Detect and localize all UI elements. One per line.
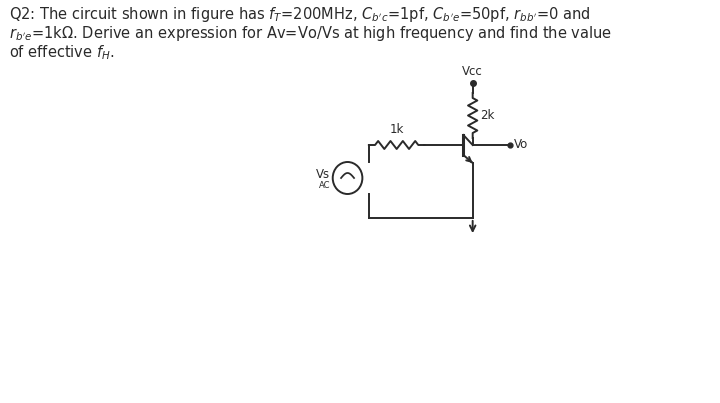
Text: 2k: 2k: [480, 109, 495, 122]
Text: of effective $f_H$.: of effective $f_H$.: [9, 43, 115, 62]
Text: Vcc: Vcc: [462, 65, 483, 78]
Text: Vo: Vo: [514, 139, 528, 152]
Text: Vs: Vs: [316, 168, 330, 181]
Text: $r_{b'e}$=1k$\Omega$. Derive an expression for Av=Vo/Vs at high frequency and fi: $r_{b'e}$=1k$\Omega$. Derive an expressi…: [9, 24, 612, 43]
Text: Q2: The circuit shown in figure has $f_T$=200MHz, $C_{b'c}$=1pf, $C_{b'e}$=50pf,: Q2: The circuit shown in figure has $f_T…: [9, 5, 591, 24]
Text: 1k: 1k: [390, 123, 404, 136]
Text: AC: AC: [318, 181, 330, 189]
